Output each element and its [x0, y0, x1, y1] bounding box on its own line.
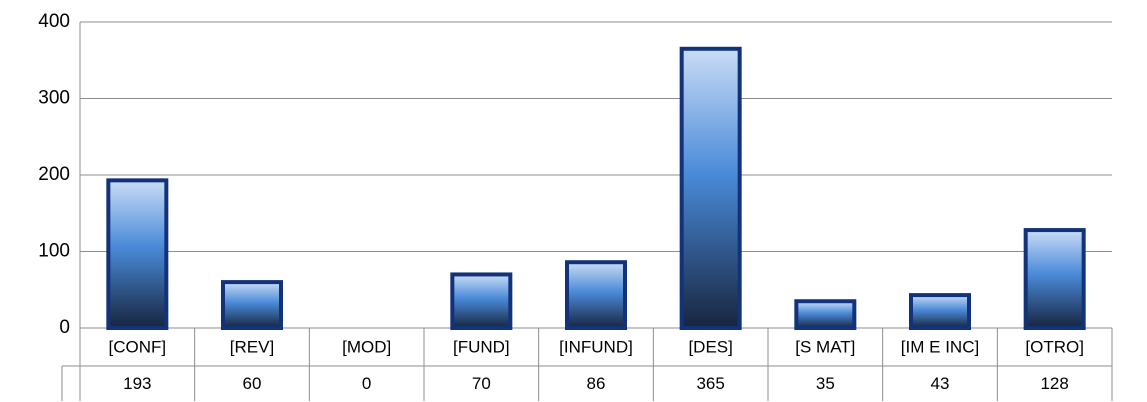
table-value: 43	[931, 374, 950, 393]
x-tick-label: [FUND]	[453, 337, 510, 356]
x-tick-label: [MOD]	[342, 337, 391, 356]
x-tick-label: [REV]	[230, 337, 274, 356]
table-value: 365	[696, 374, 724, 393]
x-tick-label: [IM E INC]	[901, 337, 979, 356]
bar	[909, 293, 971, 331]
y-tick-label: 200	[38, 164, 70, 185]
x-tick-label: [DES]	[688, 337, 732, 356]
y-tick-label: 300	[38, 88, 70, 109]
x-tick-label: [S MAT]	[795, 337, 855, 356]
table-value: 86	[587, 374, 606, 393]
x-tick-label: [OTRO]	[1025, 337, 1084, 356]
x-tick-label: [CONF]	[109, 337, 167, 356]
bar	[679, 46, 742, 331]
table-value: 35	[816, 374, 835, 393]
table-value: 193	[123, 374, 151, 393]
bar	[794, 299, 857, 331]
table-value: 0	[362, 374, 371, 393]
bar	[565, 260, 627, 330]
bar	[106, 178, 169, 330]
x-tick-label: [INFUND]	[559, 337, 633, 356]
y-tick-label: 400	[38, 11, 70, 32]
table-value: 128	[1040, 374, 1068, 393]
bar	[221, 280, 283, 331]
table-value: 70	[472, 374, 491, 393]
y-tick-label: 100	[38, 241, 70, 262]
bar	[450, 272, 513, 331]
y-tick-label: 0	[59, 317, 70, 338]
bar	[1023, 228, 1086, 330]
table-value: 60	[243, 374, 262, 393]
